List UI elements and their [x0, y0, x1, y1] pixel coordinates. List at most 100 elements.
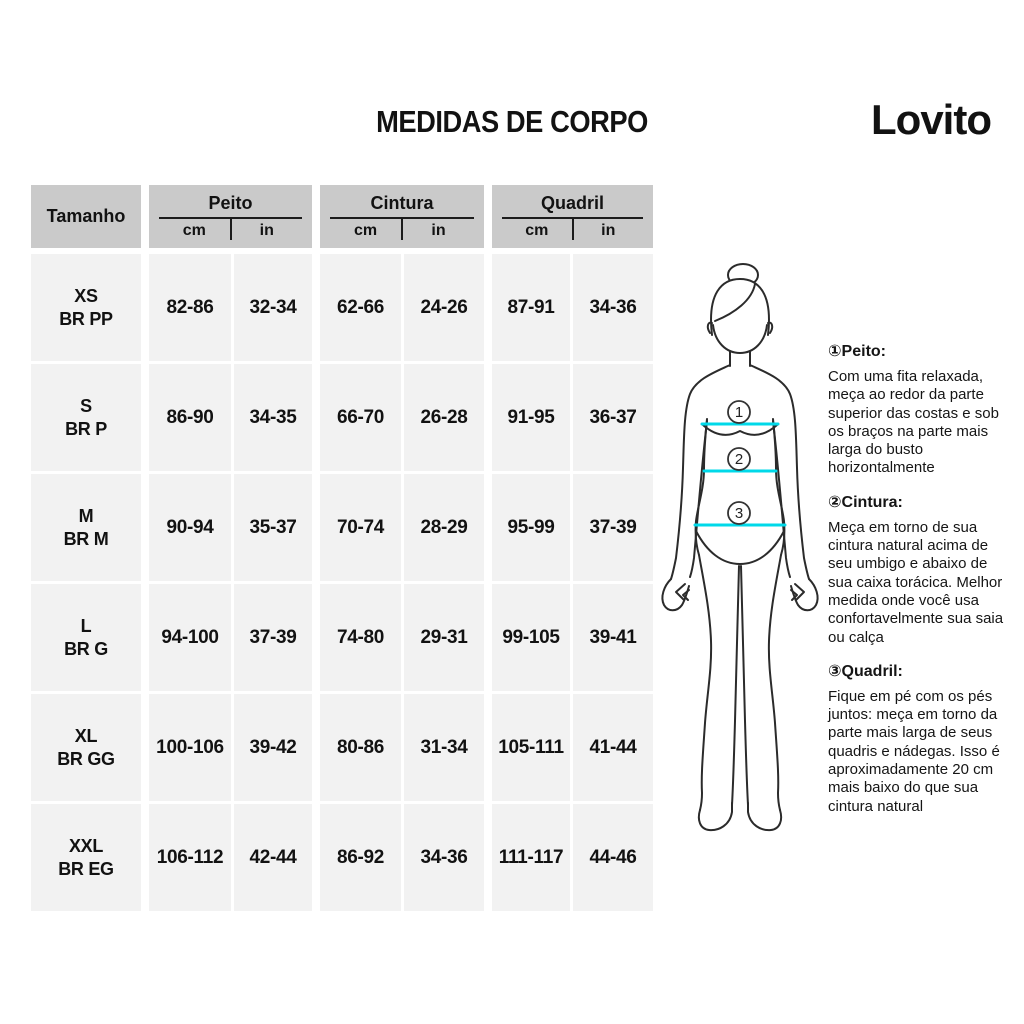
measure-cell: 82-86 — [149, 254, 231, 361]
size-br-label: BR GG — [57, 748, 115, 769]
hand-left-fingers — [675, 583, 686, 601]
measure-cell: 86-92 — [320, 804, 401, 911]
marker-number-3: 3 — [735, 505, 743, 522]
size-label: XXL — [68, 836, 104, 856]
measure-cell: 87-91 — [492, 254, 570, 361]
marker-circle-2 — [727, 447, 751, 471]
leg-outer-right — [767, 554, 782, 811]
measure-cell: 35-37 — [234, 474, 312, 581]
hair-swoosh — [714, 283, 756, 322]
hand-right-fingers — [794, 583, 805, 601]
marker-number-2: 2 — [735, 451, 743, 468]
col-group-quadril: Quadril cm in — [492, 185, 653, 248]
body-figure: 1 2 3 — [661, 263, 819, 832]
group-units: cm in — [159, 217, 302, 240]
arm-outer-right — [749, 364, 810, 580]
col-group-cintura: Cintura cm in — [320, 185, 484, 248]
unit-divider — [229, 219, 232, 240]
instruction-body: Meça em torno de sua cintura natural aci… — [828, 518, 1004, 646]
hand-left-thumb — [682, 589, 690, 601]
instruction-heading: ③Quadril: — [828, 662, 903, 680]
group-label: Cintura — [370, 193, 434, 213]
unit-label-in: in — [259, 222, 274, 239]
hand-left — [661, 578, 690, 612]
measure-cell: 91-95 — [492, 364, 570, 471]
brand-logo: Lovito — [871, 96, 992, 143]
size-label: S — [80, 396, 92, 416]
underwear-curve — [695, 530, 785, 565]
marker-number-1: 1 — [735, 404, 743, 421]
leg-outer-left — [698, 554, 713, 811]
group-label: Quadril — [540, 193, 604, 213]
measure-cell: 37-39 — [573, 474, 653, 581]
measure-cell: 34-36 — [573, 254, 653, 361]
marker-circle-1 — [727, 400, 751, 424]
measure-cell: 62-66 — [320, 254, 401, 361]
size-table: Tamanho Peito cm in Cintura cm in Quadri… — [31, 185, 653, 914]
measure-cell: 31-34 — [404, 694, 484, 801]
table-header-row: Tamanho Peito cm in Cintura cm in Quadri… — [31, 185, 653, 248]
ear-left — [706, 321, 713, 334]
group-units: cm in — [330, 217, 474, 240]
instruction-heading: ②Cintura: — [828, 493, 903, 511]
measure-cell: 74-80 — [320, 584, 401, 691]
hand-right — [790, 578, 819, 612]
foot-left — [697, 802, 733, 832]
measure-cell: 37-39 — [234, 584, 312, 691]
instructions-panel: ①Peito: Com uma fita relaxada, meça ao r… — [828, 341, 1010, 830]
table-row: XL BR GG 100-106 39-42 80-86 31-34 105-1… — [31, 694, 653, 801]
size-br-label: BR PP — [59, 308, 113, 329]
measure-cell: 86-90 — [149, 364, 231, 471]
leg-inner-right — [740, 565, 749, 806]
measure-cell: 34-36 — [404, 804, 484, 911]
table-row: M BR M 90-94 35-37 70-74 28-29 95-99 37-… — [31, 474, 653, 581]
measure-cell: 99-105 — [492, 584, 570, 691]
measure-cell: 42-44 — [234, 804, 312, 911]
size-br-label: BR EG — [58, 858, 114, 879]
size-cell: S BR P — [31, 364, 141, 471]
measure-cell: 26-28 — [404, 364, 484, 471]
leg-inner-left — [731, 565, 740, 806]
measure-cell: 32-34 — [234, 254, 312, 361]
measure-cell: 34-35 — [234, 364, 312, 471]
unit-label-cm: cm — [182, 222, 206, 239]
measure-cell: 80-86 — [320, 694, 401, 801]
size-br-label: BR G — [64, 638, 108, 659]
measure-cell: 70-74 — [320, 474, 401, 581]
measure-cell: 66-70 — [320, 364, 401, 471]
measure-cell: 90-94 — [149, 474, 231, 581]
table-row: XS BR PP 82-86 32-34 62-66 24-26 87-91 3… — [31, 254, 653, 361]
size-cell: XL BR GG — [31, 694, 141, 801]
hand-right-thumb — [790, 589, 798, 601]
size-label: XL — [74, 726, 98, 746]
measure-cell: 28-29 — [404, 474, 484, 581]
ear-right — [767, 321, 774, 334]
table-row: XXL BR EG 106-112 42-44 86-92 34-36 111-… — [31, 804, 653, 911]
head-fill — [711, 279, 769, 340]
instruction-section-peito: ①Peito: Com uma fita relaxada, meça ao r… — [828, 341, 1010, 478]
measure-cell: 111-117 — [492, 804, 570, 911]
unit-label-in: in — [431, 222, 446, 239]
foot-right — [747, 802, 783, 832]
size-label: XS — [74, 286, 98, 306]
unit-divider — [401, 219, 403, 240]
size-cell: XXL BR EG — [31, 804, 141, 911]
unit-label-cm: cm — [353, 222, 378, 239]
size-br-label: BR M — [63, 528, 109, 549]
instruction-section-cintura: ②Cintura: Meça em torno de sua cintura n… — [828, 492, 1010, 647]
size-cell: M BR M — [31, 474, 141, 581]
measure-cell: 106-112 — [149, 804, 231, 911]
measure-cell: 39-41 — [573, 584, 653, 691]
hair-outline — [710, 278, 770, 336]
unit-label-cm: cm — [525, 222, 549, 239]
bust-curve — [702, 424, 778, 436]
unit-label-in: in — [601, 222, 616, 239]
size-cell: XS BR PP — [31, 254, 141, 361]
measure-cell: 95-99 — [492, 474, 570, 581]
size-label: L — [80, 616, 92, 636]
torso-left — [694, 418, 708, 556]
table-row: S BR P 86-90 34-35 66-70 26-28 91-95 36-… — [31, 364, 653, 471]
instruction-body: Com uma fita relaxada, meça ao redor da … — [828, 368, 999, 477]
torso-right — [772, 418, 786, 556]
table-row: L BR G 94-100 37-39 74-80 29-31 99-105 3… — [31, 584, 653, 691]
